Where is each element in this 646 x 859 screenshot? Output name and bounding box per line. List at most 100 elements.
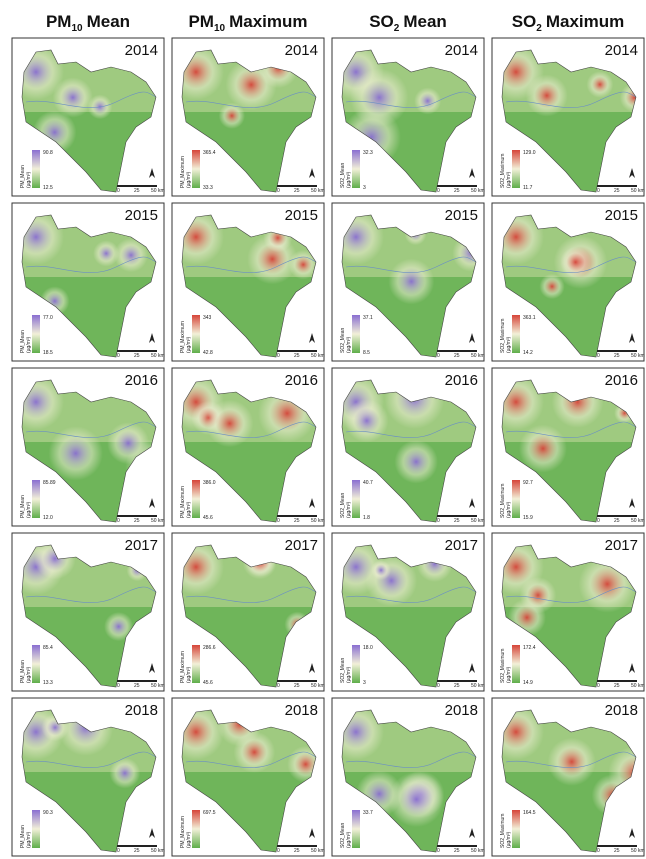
legend-bar	[512, 315, 520, 353]
map-panel: 2014129.011.7SO2_Maximum(µg/m³)02550 km	[488, 38, 646, 197]
scale-label: 0	[117, 848, 120, 854]
scale-label: 25	[294, 683, 300, 689]
legend-bar	[32, 480, 40, 518]
legend-max: 286.6	[203, 645, 216, 651]
legend-unit: (µg/m³)	[346, 831, 352, 848]
scale-label: 50 km	[631, 353, 645, 359]
legend-unit: (µg/m³)	[506, 501, 512, 518]
legend-min: 14.9	[523, 680, 533, 686]
map-panel: 2018164.5SO2_Maximum(µg/m³)02550 km	[488, 698, 646, 857]
scale-label: 0	[437, 353, 440, 359]
legend-max: 363.1	[523, 315, 536, 321]
scale-label: 0	[277, 353, 280, 359]
scale-bar	[597, 680, 637, 682]
scale-label: 25	[134, 848, 140, 854]
scale-label: 50 km	[311, 848, 325, 854]
legend-max: 85.89	[43, 480, 56, 486]
hotspot	[345, 399, 388, 442]
legend-unit: (µg/m³)	[346, 666, 352, 683]
header-sub: 2	[394, 23, 400, 34]
hotspot	[350, 68, 408, 126]
scale-bar	[597, 515, 637, 517]
panel-year: 2017	[445, 537, 478, 554]
legend-bar	[512, 150, 520, 188]
legend-unit: (µg/m³)	[26, 831, 32, 848]
map-panel: 201890.3PM_Mean(µg/m³)02550 km	[8, 698, 166, 857]
legend-max: 343	[203, 315, 212, 321]
scale-label: 0	[597, 188, 600, 194]
legend-max: 129.0	[523, 150, 536, 156]
scale-label: 50 km	[311, 518, 325, 524]
legend-unit: (µg/m³)	[346, 501, 352, 518]
legend-unit: (µg/m³)	[26, 171, 32, 188]
panel-year: 2016	[605, 372, 638, 389]
map-panel: 2014365.433.3PM_Maximum(µg/m³)02550 km	[168, 38, 326, 197]
scale-label: 50 km	[151, 848, 165, 854]
legend-bar	[352, 150, 360, 188]
legend-max: 32.3	[363, 150, 373, 156]
legend-max: 40.7	[363, 480, 373, 486]
map-panel: 201833.7SO2_Mean(µg/m³)02550 km	[328, 698, 486, 857]
legend-min: 11.7	[523, 185, 533, 191]
scale-label: 0	[117, 683, 120, 689]
header-base: PM	[46, 12, 72, 31]
scale-label: 0	[597, 683, 600, 689]
scale-label: 25	[294, 518, 300, 524]
hotspot	[414, 87, 441, 114]
hotspot	[219, 103, 245, 129]
scale-label: 0	[437, 518, 440, 524]
legend-unit: (µg/m³)	[186, 666, 192, 683]
scale-label: 25	[454, 188, 460, 194]
scale-label: 50 km	[471, 353, 485, 359]
scale-label: 50 km	[631, 683, 645, 689]
scale-label: 25	[454, 683, 460, 689]
scale-label: 25	[614, 683, 620, 689]
legend-bar	[32, 150, 40, 188]
scale-label: 0	[277, 188, 280, 194]
legend-bar	[192, 315, 200, 353]
scale-label: 50 km	[311, 188, 325, 194]
scale-bar	[437, 350, 477, 352]
legend-min: 3	[363, 680, 366, 686]
legend-unit: (µg/m³)	[506, 171, 512, 188]
panel-year: 2018	[605, 702, 638, 719]
scale-label: 25	[454, 518, 460, 524]
hotspot	[548, 738, 596, 786]
legend-unit: (µg/m³)	[346, 171, 352, 188]
legend-unit: (µg/m³)	[186, 501, 192, 518]
legend-min: 8.5	[363, 350, 370, 356]
scale-label: 0	[597, 518, 600, 524]
scale-bar	[277, 680, 317, 682]
legend-max: 33.7	[363, 810, 373, 816]
map-panel: 2017286.645.6PM_Maximum(µg/m³)02550 km	[168, 533, 326, 692]
panel-year: 2016	[445, 372, 478, 389]
scale-label: 25	[614, 353, 620, 359]
scale-label: 25	[294, 848, 300, 854]
scale-label: 25	[294, 188, 300, 194]
scale-label: 50 km	[311, 353, 325, 359]
panel-year: 2014	[285, 42, 318, 59]
legend-unit: (µg/m³)	[506, 666, 512, 683]
hotspot	[371, 560, 391, 580]
legend-max: 37.1	[363, 315, 373, 321]
scale-label: 0	[277, 683, 280, 689]
scale-label: 25	[134, 353, 140, 359]
header-rest: Mean	[403, 12, 446, 31]
header-sub: 10	[71, 23, 83, 34]
panel-year: 2018	[445, 702, 478, 719]
scale-label: 0	[117, 188, 120, 194]
legend-min: 14.2	[523, 350, 533, 356]
legend-bar	[32, 810, 40, 848]
scale-bar	[117, 680, 157, 682]
scale-label: 25	[134, 683, 140, 689]
legend-bar	[192, 150, 200, 188]
scale-label: 50 km	[151, 518, 165, 524]
map-panel: 201534342.8PM_Maximum(µg/m³)02550 km	[168, 203, 326, 362]
hotspot	[560, 247, 591, 278]
panel-year: 2014	[605, 42, 638, 59]
legend-max: 164.5	[523, 810, 536, 816]
column-header: SO2Maximum	[512, 12, 625, 34]
scale-bar	[117, 185, 157, 187]
map-panel: 201577.018.5PM_Mean(µg/m³)02550 km	[8, 203, 166, 362]
